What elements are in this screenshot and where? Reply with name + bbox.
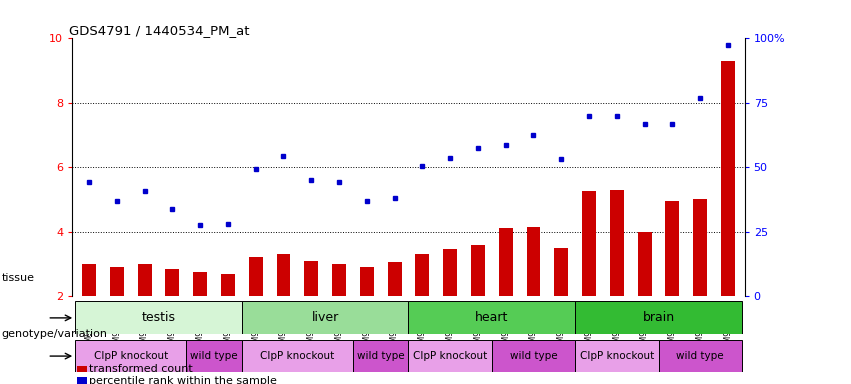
Text: ClpP knockout: ClpP knockout (580, 351, 654, 361)
Bar (165, 269, 180, 296)
Bar (582, 191, 596, 296)
Text: testis: testis (141, 311, 175, 324)
Bar (186, 340, 242, 372)
Text: wild type: wild type (510, 351, 557, 361)
Bar (721, 61, 735, 296)
Bar (492, 340, 575, 372)
Bar (415, 254, 429, 296)
Bar (75, 340, 186, 372)
Bar (305, 261, 318, 296)
Text: ClpP knockout: ClpP knockout (413, 351, 488, 361)
Bar (248, 257, 263, 296)
Bar (360, 267, 374, 296)
Text: tissue: tissue (2, 273, 35, 283)
Bar (242, 301, 408, 334)
Text: genotype/variation: genotype/variation (2, 329, 108, 339)
Bar (242, 340, 353, 372)
Bar (694, 199, 707, 296)
Bar (221, 273, 235, 296)
Bar (408, 301, 575, 334)
Bar (554, 248, 568, 296)
Bar (110, 267, 123, 296)
Bar (75, 301, 242, 334)
Bar (82, 264, 96, 296)
Bar (575, 301, 742, 334)
Text: ClpP knockout: ClpP knockout (94, 351, 168, 361)
Text: brain: brain (643, 311, 675, 324)
Bar (443, 249, 457, 296)
Bar (277, 254, 290, 296)
Text: wild type: wild type (357, 351, 404, 361)
Bar (659, 340, 742, 372)
Bar (388, 262, 402, 296)
Bar (575, 340, 659, 372)
Bar (353, 340, 408, 372)
Text: percentile rank within the sample: percentile rank within the sample (89, 376, 277, 384)
Bar (665, 201, 679, 296)
Bar (408, 340, 492, 372)
Text: ClpP knockout: ClpP knockout (260, 351, 334, 361)
Bar (637, 232, 652, 296)
Bar (527, 227, 540, 296)
Bar (138, 264, 151, 296)
Bar (610, 190, 624, 296)
Text: GDS4791 / 1440534_PM_at: GDS4791 / 1440534_PM_at (69, 24, 249, 37)
Text: transformed count: transformed count (89, 364, 193, 374)
Text: liver: liver (311, 311, 339, 324)
Text: wild type: wild type (191, 351, 237, 361)
Text: wild type: wild type (677, 351, 724, 361)
Bar (332, 264, 346, 296)
Bar (193, 272, 207, 296)
Bar (471, 245, 485, 296)
Text: heart: heart (475, 311, 509, 324)
Bar (499, 228, 512, 296)
